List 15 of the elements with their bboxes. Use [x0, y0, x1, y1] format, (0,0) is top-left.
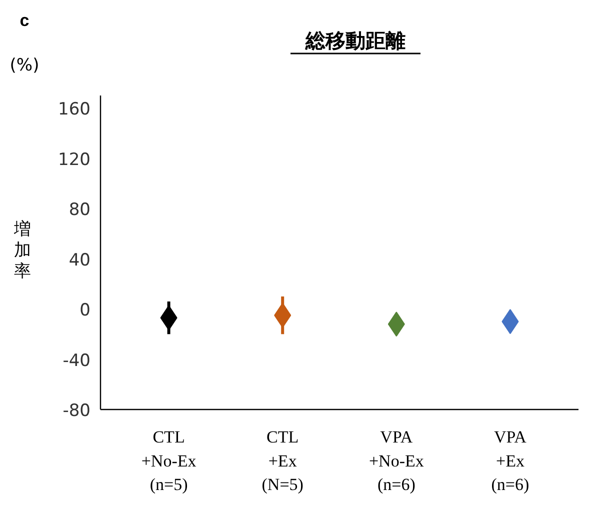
y-tick-label: 80 — [68, 200, 91, 220]
y-tick-label: -40 — [62, 350, 91, 371]
y-tick-label: 120 — [58, 150, 91, 170]
y-tick-label: 160 — [58, 100, 91, 120]
y-tick-label: 40 — [68, 250, 91, 270]
y-axis-title: 増加率 — [13, 220, 31, 282]
x-tick-label: VPA +No-Ex (n=6) — [368, 428, 424, 494]
text: c — [20, 11, 30, 30]
y-tick-label: 0 — [80, 300, 91, 321]
x-tick-label: CTL +No-Ex (n=5) — [141, 428, 197, 494]
x-tick-label: CTL +Ex (N=5) — [262, 428, 304, 494]
x-tick-label: VPA +Ex (n=6) — [491, 428, 530, 494]
text: (%) — [10, 56, 40, 76]
y-tick-label: -80 — [62, 401, 91, 421]
chart-title: 総移動距離 — [304, 28, 406, 52]
